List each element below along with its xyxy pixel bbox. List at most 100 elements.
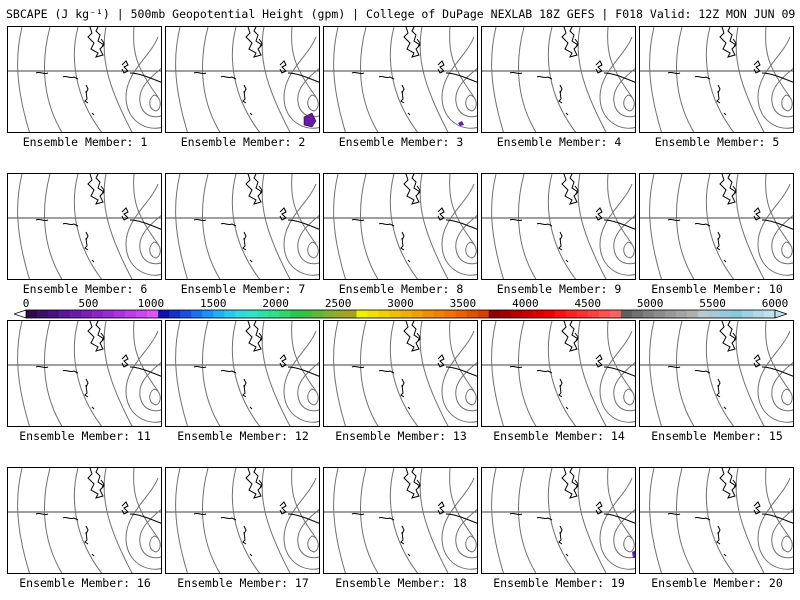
height-contour <box>283 477 319 570</box>
panel-label: Ensemble Member: 20 <box>651 576 783 590</box>
height-contour <box>261 321 291 426</box>
coastline <box>35 365 49 369</box>
height-contour <box>613 214 635 265</box>
height-contour <box>44 27 63 132</box>
height-contour <box>649 27 662 132</box>
height-contour <box>17 27 30 132</box>
ensemble-map <box>8 27 161 132</box>
height-contour <box>231 321 261 426</box>
panel-label: Ensemble Member: 9 <box>496 282 622 296</box>
coastline <box>258 332 263 342</box>
coastline <box>220 222 237 227</box>
height-contour <box>441 477 477 570</box>
colorbar-swatch <box>202 310 214 318</box>
coastline <box>287 72 319 83</box>
height-contour <box>297 214 319 265</box>
height-contour <box>649 174 662 279</box>
colorbar-tick-label: 4500 <box>574 297 602 310</box>
height-contour <box>599 183 635 276</box>
coastline <box>667 365 681 369</box>
panel-label: Ensemble Member: 2 <box>180 135 306 149</box>
height-contour <box>149 94 161 112</box>
height-contour <box>577 174 607 279</box>
coastline <box>351 365 365 369</box>
height-contour <box>765 321 791 392</box>
coastline <box>242 90 247 104</box>
colorbar-tick-label: 1000 <box>137 297 165 310</box>
coastline <box>437 207 445 221</box>
colorbar-swatch <box>499 310 511 318</box>
height-contour <box>419 27 449 132</box>
coastline <box>62 75 79 80</box>
panel-label: Ensemble Member: 14 <box>493 429 625 443</box>
colorbar-swatch <box>741 310 754 318</box>
coastline <box>91 553 95 557</box>
colorbar-swatch <box>158 310 170 318</box>
colorbar-swatch <box>642 310 655 318</box>
coastline <box>121 501 129 515</box>
height-contour <box>202 27 221 132</box>
height-contour <box>149 241 161 259</box>
height-contour <box>676 468 695 573</box>
coastline <box>723 553 727 557</box>
coastline <box>193 512 207 516</box>
ensemble-map-panel <box>323 320 478 427</box>
panel-label: Ensemble Member: 15 <box>651 429 783 443</box>
coastline <box>242 384 247 398</box>
height-contour <box>291 468 317 539</box>
coastline <box>249 259 253 263</box>
colorbar-tick-label: 2000 <box>262 297 289 310</box>
colorbar-swatch <box>433 310 445 318</box>
height-contour <box>283 36 319 129</box>
coastline <box>243 378 247 388</box>
coastline <box>242 531 247 545</box>
colorbar-swatch <box>37 310 49 318</box>
coastline <box>559 231 563 241</box>
coastline <box>753 354 761 368</box>
coastline <box>85 378 89 388</box>
height-contour <box>757 477 793 570</box>
height-contour <box>781 94 793 112</box>
panel-label: Ensemble Member: 4 <box>496 135 622 149</box>
coastline <box>723 259 727 263</box>
colorbar-swatch <box>411 310 423 318</box>
colorbar-swatch <box>180 310 192 318</box>
height-contour <box>676 27 695 132</box>
ensemble-map <box>482 27 635 132</box>
ensemble-map <box>640 468 793 573</box>
coastline <box>667 71 681 75</box>
coastline <box>242 237 247 251</box>
height-contour <box>389 321 419 426</box>
coastline <box>245 174 263 205</box>
colorbar-arrow-right <box>774 309 787 319</box>
coastline <box>753 207 761 221</box>
colorbar-tick-label: 0 <box>22 297 30 310</box>
coastline <box>193 71 207 75</box>
height-contour <box>419 468 449 573</box>
height-contour <box>765 174 791 245</box>
coastline <box>400 90 405 104</box>
coastline <box>595 207 603 221</box>
coastline <box>561 27 579 58</box>
height-contour <box>765 468 791 539</box>
coastline <box>400 384 405 398</box>
height-contour <box>623 388 635 406</box>
coastline <box>100 185 105 195</box>
colorbar-swatch <box>125 310 137 318</box>
height-contour <box>491 27 504 132</box>
height-contour <box>771 361 793 412</box>
coastline <box>559 84 563 94</box>
height-contour <box>175 468 188 573</box>
height-contour <box>297 508 319 559</box>
coastline <box>351 512 365 516</box>
coastline <box>129 366 161 377</box>
coastline <box>761 72 793 83</box>
coastline <box>667 218 681 222</box>
ensemble-map-panel <box>323 26 478 133</box>
coastline <box>603 513 635 524</box>
height-contour <box>781 388 793 406</box>
height-contour <box>360 174 379 279</box>
height-contour <box>307 94 319 112</box>
colorbar-swatch <box>235 310 247 318</box>
coastline <box>574 479 579 489</box>
